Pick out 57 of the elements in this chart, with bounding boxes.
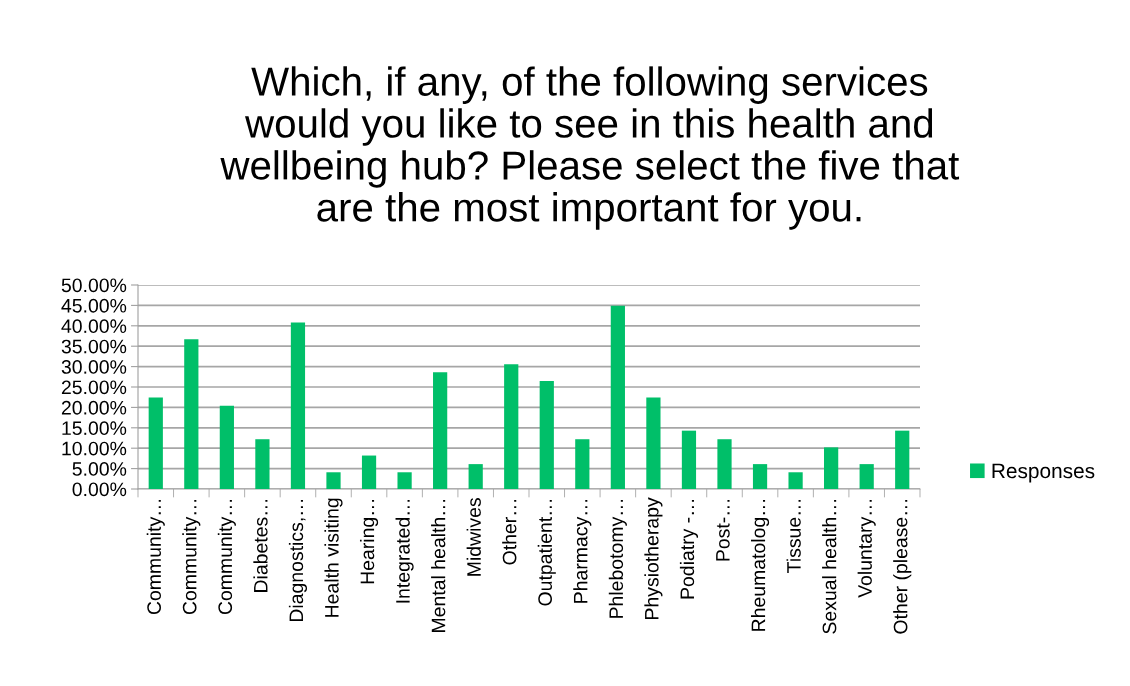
y-tick-label: 45.00% (61, 298, 127, 313)
bar (361, 455, 377, 489)
bar (824, 447, 839, 489)
bar (255, 439, 270, 489)
x-tick-label: Physiotherapy (644, 497, 663, 619)
y-tick-label: 50.00% (61, 278, 127, 293)
bar (504, 364, 519, 489)
x-tick-label: Other… (502, 499, 517, 565)
x-tick-label: Pharmacy… (573, 499, 592, 603)
bar (575, 439, 590, 489)
bar (148, 397, 163, 489)
x-tick-label: Rheumatolog… (750, 499, 770, 631)
x-tick-label: Voluntary… (857, 499, 876, 598)
bar (539, 380, 554, 489)
x-tick-label: Other (please… (893, 499, 912, 634)
y-tick-label: 20.00% (61, 400, 127, 415)
x-tick-label: Integrated… (395, 499, 414, 603)
x-tick-label: Hearing… (359, 499, 379, 584)
bar (717, 439, 732, 489)
x-tick-label: Midwives (466, 498, 481, 576)
x-tick-label: Podiatry -… (679, 499, 699, 599)
bar (610, 305, 625, 489)
x-tick-label: Community… (217, 499, 236, 615)
y-tick-label: 25.00% (61, 380, 127, 395)
x-tick-label: Post-… (716, 499, 730, 561)
bar (219, 405, 234, 489)
x-tick-label: Phlebotomy… (608, 499, 627, 618)
x-tick-label: Community… (146, 499, 165, 615)
y-tick-label: 0.00% (72, 482, 127, 497)
x-tick-label: Community… (182, 499, 201, 615)
x-tick-label: Health visiting (324, 498, 343, 617)
bar (681, 430, 697, 489)
bar (290, 322, 306, 489)
x-tick-label: Diabetes… (253, 499, 268, 592)
bar (895, 430, 910, 489)
y-tick-label: 35.00% (61, 339, 127, 354)
bar (326, 472, 341, 489)
x-tick-label: Tissue… (786, 499, 801, 573)
x-tick-label: Diagnostics,… (288, 499, 308, 622)
bar (397, 472, 412, 489)
bar (184, 339, 199, 489)
y-tick-label: 5.00% (72, 462, 127, 476)
legend-label: Responses (992, 463, 1095, 483)
bar (752, 464, 768, 489)
x-tick-label: Mental health… (431, 499, 446, 632)
y-tick-label: 15.00% (62, 421, 127, 436)
x-tick-label: Sexual health… (822, 499, 837, 634)
chart-title: Which, if any, of the following services would you like to see in this health and wellbeing hub? Please select the five that are the most important for you. (220, 66, 960, 230)
bar (859, 464, 874, 489)
bar (646, 397, 661, 489)
bar (468, 464, 483, 489)
y-tick-label: 30.00% (61, 360, 127, 374)
bar (788, 472, 803, 489)
x-tick-label: Outpatient… (537, 499, 556, 606)
y-tick-label: 40.00% (61, 319, 127, 334)
bar (433, 372, 448, 489)
y-tick-label: 10.00% (62, 441, 127, 456)
